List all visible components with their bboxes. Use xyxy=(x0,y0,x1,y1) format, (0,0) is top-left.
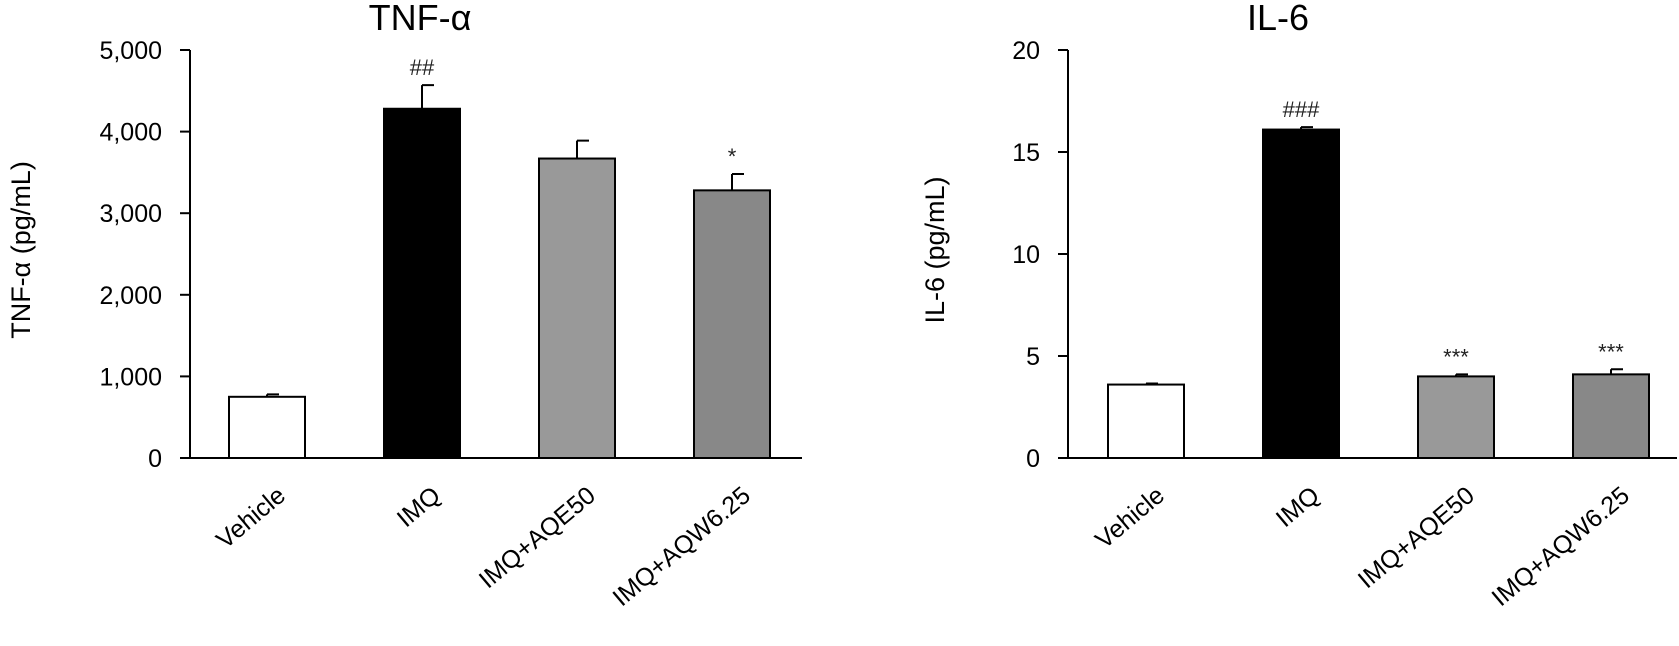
category-label: IMQ+AQW6.25 xyxy=(1486,481,1634,612)
y-tick-label: 10 xyxy=(1012,241,1040,269)
axes xyxy=(1067,50,1677,459)
y-ticks: 0 5 10 15 20 xyxy=(1012,37,1068,473)
bar xyxy=(1107,383,1185,459)
category-label: IMQ+AQW6.25 xyxy=(607,481,755,612)
bar xyxy=(383,107,461,459)
category-label: IMQ+AQE50 xyxy=(1353,481,1480,594)
category-labels: Vehicle IMQ IMQ+AQE50 IMQ+AQW6.25 xyxy=(1090,481,1635,612)
category-labels: Vehicle IMQ IMQ+AQE50 IMQ+AQW6.25 xyxy=(211,481,756,612)
significance-mark: * xyxy=(728,144,737,169)
y-tick-label: 4,000 xyxy=(99,119,162,147)
category-label: Vehicle xyxy=(1090,481,1170,554)
y-tick-label: 5,000 xyxy=(99,37,162,65)
y-axis-label: TNF-α (pg/mL) xyxy=(6,161,36,339)
significance-mark: *** xyxy=(1443,344,1469,369)
error-bar xyxy=(731,173,744,191)
bar xyxy=(1572,373,1650,459)
y-tick-label: 5 xyxy=(1026,343,1040,371)
error-bar xyxy=(266,393,279,397)
y-axis-label: IL-6 (pg/mL) xyxy=(920,176,950,323)
error-bar xyxy=(1610,368,1623,375)
chart-title: IL-6 xyxy=(1247,0,1309,38)
bar xyxy=(693,189,771,460)
significance-mark: ## xyxy=(410,55,435,80)
y-tick-label: 0 xyxy=(148,445,162,473)
category-label: IMQ xyxy=(392,481,446,533)
error-bar xyxy=(1455,373,1468,377)
error-bar xyxy=(421,84,434,109)
y-tick-label: 1,000 xyxy=(99,363,162,391)
y-tick-label: 20 xyxy=(1012,37,1040,65)
bars: ## * xyxy=(228,55,771,460)
significance-mark: *** xyxy=(1598,339,1624,364)
y-tick-label: 3,000 xyxy=(99,200,162,228)
tnf-alpha-chart: TNF-α TNF-α (pg/mL) 0 1,000 2,000 3,000 4,00… xyxy=(6,0,802,612)
bars: ### *** *** xyxy=(1107,97,1650,459)
bar xyxy=(1417,375,1495,459)
error-bar xyxy=(576,139,589,159)
category-label: IMQ+AQE50 xyxy=(474,481,601,594)
category-label: IMQ xyxy=(1271,481,1325,533)
y-tick-label: 0 xyxy=(1026,445,1040,473)
y-tick-label: 15 xyxy=(1012,139,1040,167)
axes xyxy=(189,50,802,459)
error-bar xyxy=(1145,382,1158,385)
bar xyxy=(538,157,616,459)
chart-title: TNF-α xyxy=(369,0,472,38)
il-6-chart: IL-6 IL-6 (pg/mL) 0 5 10 15 20 ### *** *** Veh… xyxy=(920,0,1677,612)
bar xyxy=(228,395,306,459)
bar xyxy=(1262,128,1340,459)
category-label: Vehicle xyxy=(211,481,291,554)
error-bar xyxy=(1300,126,1313,130)
y-tick-label: 2,000 xyxy=(99,282,162,310)
y-ticks: 0 1,000 2,000 3,000 4,000 5,000 xyxy=(99,37,190,473)
significance-mark: ### xyxy=(1283,97,1320,122)
